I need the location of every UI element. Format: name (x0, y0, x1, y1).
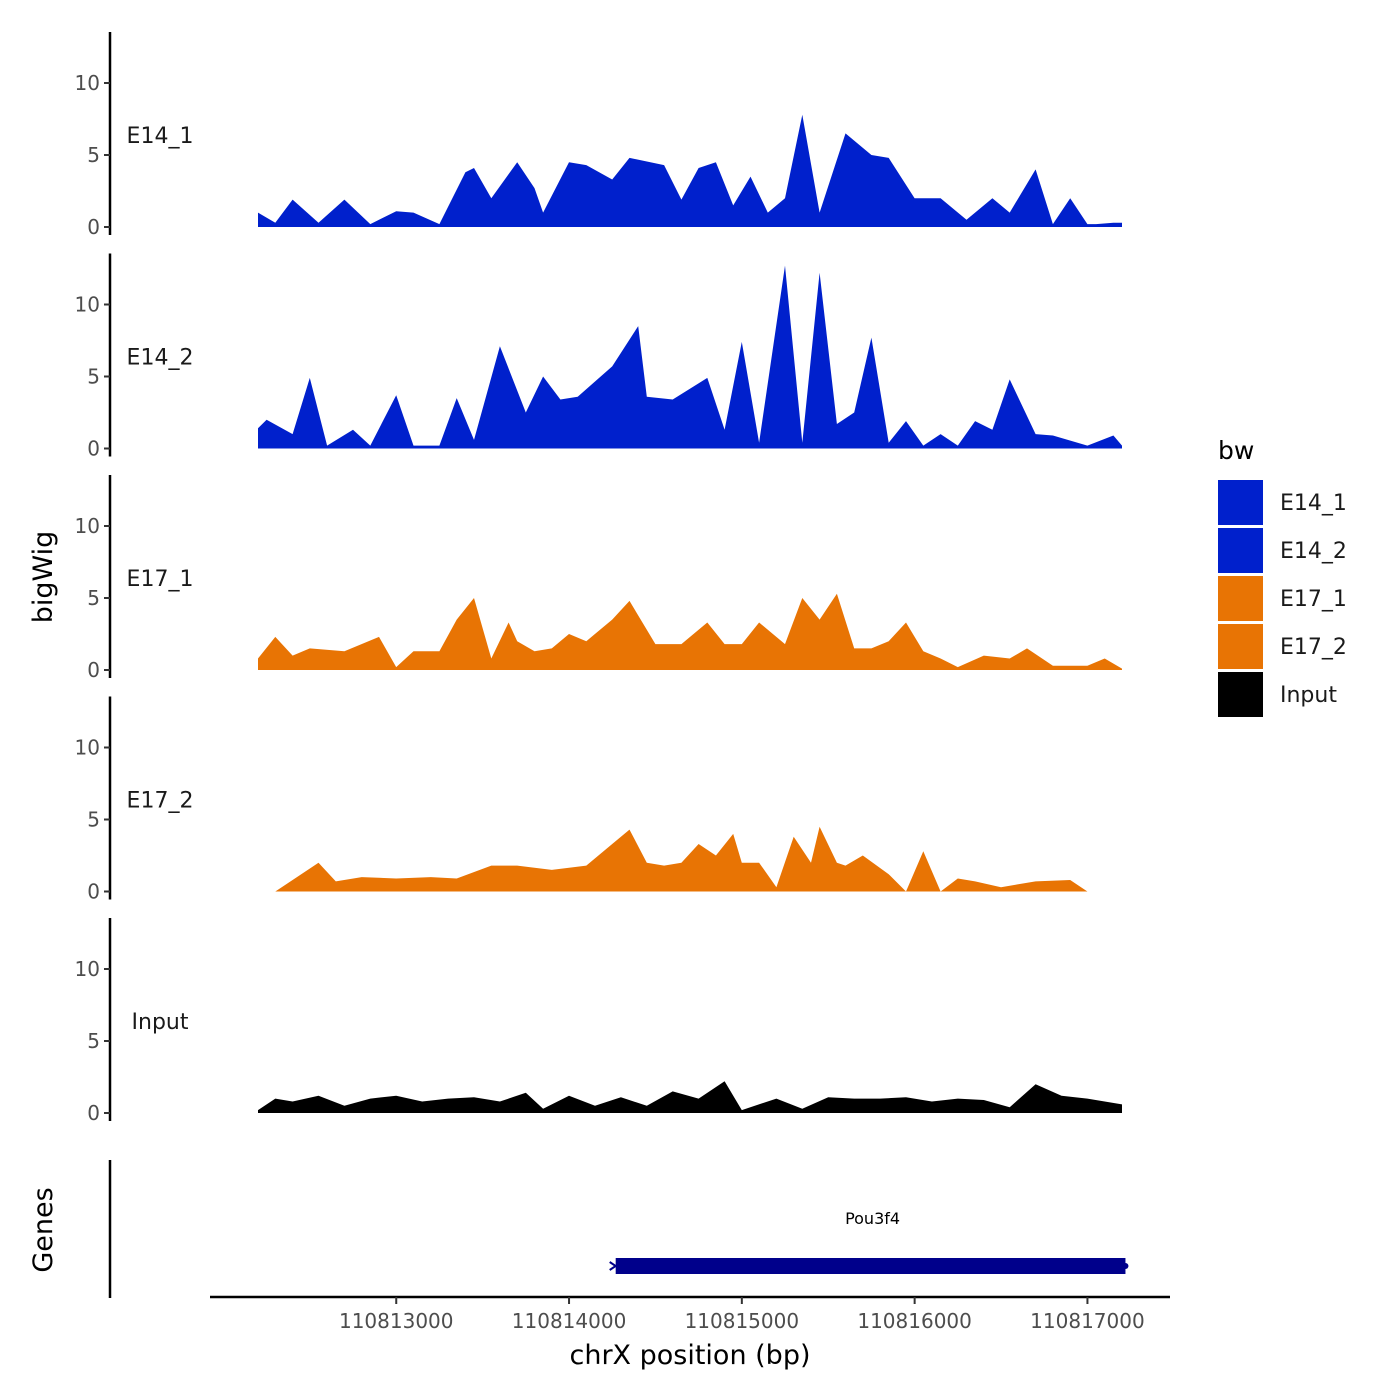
track-label: E14_2 (127, 346, 194, 371)
y-tick-label: 5 (87, 1029, 100, 1053)
signal-area-e14-1 (258, 114, 1122, 227)
y-tick-label: 0 (87, 880, 100, 904)
track-e14-1: 0 5 10 E14_1 (75, 32, 1122, 239)
track-e17-2: 0 5 10 E17_2 (75, 696, 1088, 904)
legend-swatch (1218, 576, 1263, 621)
track-label: E17_1 (127, 567, 194, 592)
legend-swatch (1218, 528, 1263, 573)
gene-strand-marker (609, 1261, 618, 1271)
y-tick-label: 5 (87, 586, 100, 610)
x-tick-label: 110815000 (685, 1309, 800, 1333)
y-tick-label: 5 (87, 143, 100, 167)
gene-track-title: Genes (28, 1187, 59, 1272)
y-tick-label: 10 (75, 957, 100, 981)
x-axis: 110813000 110814000 110815000 110816000 1108… (210, 1295, 1170, 1333)
x-tick-label: 110813000 (339, 1309, 454, 1333)
track-label: Input (132, 1010, 189, 1035)
legend-swatch (1218, 480, 1263, 525)
x-axis-title: chrX position (bp) (569, 1340, 810, 1371)
y-tick-label: 0 (87, 1101, 100, 1125)
y-axis-title: bigWig (28, 531, 59, 624)
x-tick-label: 110817000 (1030, 1309, 1145, 1333)
track-e17-1: 0 5 10 E17_1 (75, 475, 1122, 682)
x-tick-label: 110814000 (512, 1309, 627, 1333)
track-label: E14_1 (127, 124, 194, 149)
legend-title: bw (1218, 436, 1254, 465)
y-tick-label: 10 (75, 293, 100, 317)
y-tick-label: 5 (87, 808, 100, 832)
legend-swatch (1218, 624, 1263, 669)
track-label: E17_2 (127, 789, 194, 814)
signal-area-e17-2 (275, 826, 1088, 892)
y-tick-label: 10 (75, 736, 100, 760)
legend-label: E14_2 (1280, 539, 1347, 564)
legend: bw E14_1 E14_2 E17_1 E17_2 Input (1218, 436, 1347, 717)
signal-area-e17-1 (258, 593, 1122, 670)
x-tick-label: 110816000 (857, 1309, 972, 1333)
signal-tracks: 0 5 10 E14_1 0 5 10 E14_2 0 5 10 E17_1 0 5 10 E17_2 0 5 10… (75, 32, 1122, 1125)
gene-end-marker (1122, 1263, 1129, 1269)
legend-label: E17_2 (1280, 635, 1347, 660)
y-tick-label: 10 (75, 514, 100, 538)
track-e14-2: 0 5 10 E14_2 (75, 253, 1122, 461)
y-tick-label: 0 (87, 658, 100, 682)
gene-track: Pou3f4 (108, 1160, 1129, 1298)
y-tick-label: 10 (75, 71, 100, 95)
track-input: 0 5 10 Input (75, 918, 1122, 1125)
y-tick-label: 0 (87, 437, 100, 461)
y-tick-label: 5 (87, 365, 100, 389)
signal-area-e14-2 (258, 265, 1122, 449)
legend-label: Input (1280, 683, 1337, 708)
legend-label: E17_1 (1280, 587, 1347, 612)
legend-label: E14_1 (1280, 491, 1347, 516)
y-tick-label: 0 (87, 215, 100, 239)
legend-swatch (1218, 672, 1263, 717)
signal-area-input (258, 1081, 1122, 1113)
gene-label: Pou3f4 (845, 1209, 900, 1228)
gene-body-pou3f4 (615, 1258, 1126, 1274)
